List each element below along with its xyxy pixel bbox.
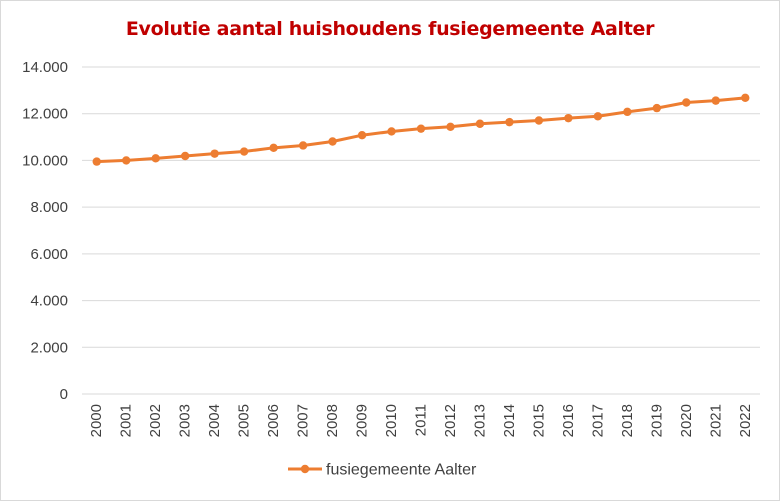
data-point — [387, 127, 396, 136]
data-point — [623, 107, 632, 117]
data-point — [180, 151, 190, 161]
data-point — [475, 119, 485, 128]
data-point — [682, 98, 691, 107]
data-point — [593, 112, 603, 121]
grid-lines — [82, 66, 760, 395]
y-axis-tick-labels: 0 2.000 4.000 6.000 8.000 10.000 12.000 14.000 — [22, 59, 68, 403]
x-tick-label: 2008 — [324, 404, 341, 437]
y-tick-label: 8.000 — [30, 199, 68, 216]
data-point — [269, 143, 278, 153]
data-point — [534, 116, 544, 125]
x-tick-label: 2009 — [354, 404, 371, 437]
legend: fusiegemeente Aalter — [288, 462, 477, 479]
x-tick-label: 2001 — [118, 404, 135, 437]
data-point — [652, 103, 662, 113]
x-tick-label: 2020 — [678, 404, 695, 437]
y-tick-label: 0 — [60, 386, 68, 403]
x-tick-label: 2017 — [589, 404, 606, 437]
data-point — [298, 141, 308, 150]
x-tick-label: 2018 — [619, 404, 636, 437]
data-point — [122, 156, 131, 165]
legend-marker-icon — [300, 464, 310, 474]
y-tick-label: 2.000 — [30, 339, 68, 356]
x-tick-label: 2014 — [501, 404, 518, 437]
y-tick-label: 10.000 — [22, 152, 68, 169]
data-point — [92, 157, 101, 166]
data-point — [210, 149, 219, 158]
data-point — [564, 113, 573, 123]
x-tick-label: 2000 — [88, 404, 105, 437]
x-tick-label: 2011 — [413, 404, 430, 436]
chart-title: Evolutie aantal huishoudens fusiegemeent… — [125, 18, 655, 40]
x-tick-label: 2010 — [383, 404, 400, 437]
x-tick-label: 2015 — [530, 404, 547, 437]
x-tick-label: 2006 — [265, 404, 282, 437]
y-tick-label: 12.000 — [22, 106, 68, 123]
y-tick-label: 4.000 — [30, 293, 68, 310]
x-tick-label: 2005 — [236, 404, 253, 437]
data-point — [151, 154, 160, 163]
data-point — [239, 147, 249, 156]
legend-label: fusiegemeente Aalter — [326, 462, 477, 479]
data-point — [357, 131, 367, 140]
x-tick-label: 2003 — [177, 404, 194, 437]
x-tick-label: 2012 — [442, 404, 459, 437]
data-point — [741, 93, 750, 103]
data-point — [416, 124, 426, 133]
x-tick-label: 2002 — [147, 404, 164, 437]
x-tick-label: 2007 — [295, 404, 312, 437]
data-point — [711, 96, 720, 105]
y-tick-label: 14.000 — [22, 59, 68, 76]
data-point — [505, 117, 514, 127]
x-tick-label: 2021 — [707, 404, 724, 437]
data-point — [446, 122, 455, 131]
x-tick-label: 2019 — [648, 404, 665, 437]
x-tick-label: 2016 — [560, 404, 577, 437]
x-axis-tick-labels: 2000 2001 2002 2003 2004 2005 2006 2007 2008 2009… — [88, 404, 754, 437]
data-point — [328, 137, 337, 146]
x-tick-label: 2022 — [737, 404, 754, 437]
x-tick-label: 2004 — [206, 404, 223, 437]
series-group — [92, 93, 750, 166]
y-tick-label: 6.000 — [30, 246, 68, 263]
x-tick-label: 2013 — [471, 404, 488, 437]
